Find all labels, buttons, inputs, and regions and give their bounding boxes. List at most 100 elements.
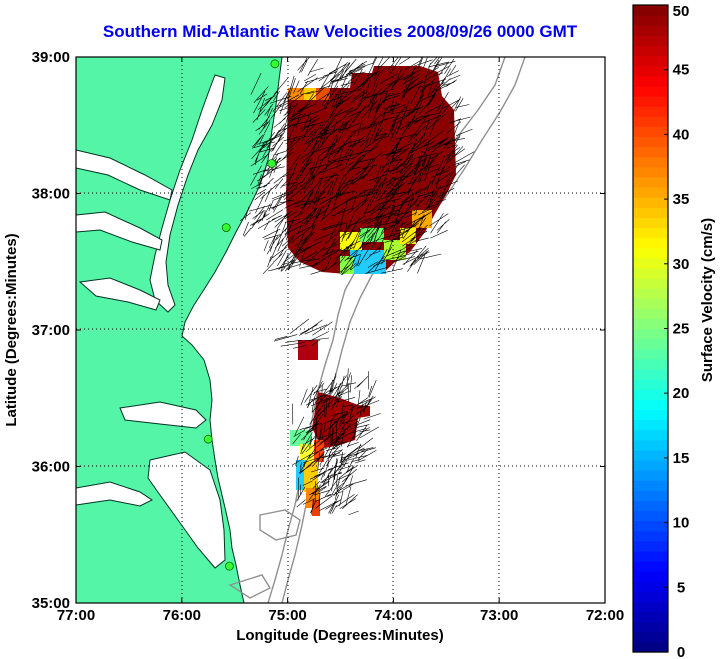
colorbar-swatch xyxy=(633,116,668,127)
y-tick-label: 35:00 xyxy=(32,595,70,612)
pamlico-sound xyxy=(147,451,226,569)
station-marker xyxy=(203,434,213,444)
colorbar-swatch xyxy=(633,186,668,198)
colorbar-swatch xyxy=(633,156,668,168)
chesapeake-bay xyxy=(149,74,226,313)
colorbar-swatch xyxy=(633,591,668,603)
colorbar-swatch xyxy=(633,227,668,239)
x-tick-label: 76:00 xyxy=(163,607,201,624)
colorbar-swatch xyxy=(633,5,668,16)
velocity-vectors-north xyxy=(239,57,475,276)
colorbar-swatch xyxy=(633,136,668,148)
colorbar-swatch xyxy=(633,328,668,340)
colorbar-swatch xyxy=(633,35,668,47)
colorbar-label: Surface Velocity (cm/s) xyxy=(699,218,716,382)
colorbar-tick-label: 35 xyxy=(673,191,690,208)
colorbar-tick-label: 15 xyxy=(673,450,690,467)
station-marker xyxy=(270,59,280,69)
y-tick-label: 39:00 xyxy=(32,49,70,66)
colorbar-swatch xyxy=(633,530,668,542)
colorbar-swatch xyxy=(633,15,668,26)
colorbar-swatch xyxy=(633,166,668,178)
colorbar-tick-label: 40 xyxy=(673,126,690,143)
colorbar-swatch xyxy=(633,611,668,623)
colorbar-swatch xyxy=(633,480,668,491)
station-marker xyxy=(221,223,231,233)
station-marker xyxy=(267,159,277,168)
land-mass xyxy=(76,57,283,603)
albemarle-sound xyxy=(119,401,207,429)
colorbar-swatch xyxy=(633,500,668,512)
colorbar-tick-label: 50 xyxy=(673,3,690,20)
y-tick-label: 37:00 xyxy=(32,322,70,339)
grid-lines xyxy=(76,57,605,603)
bay-arm-3 xyxy=(78,277,161,311)
colorbar-swatch xyxy=(633,368,668,380)
colorbar-swatch xyxy=(633,399,668,410)
colorbar-swatch xyxy=(633,621,668,633)
colorbar-swatch xyxy=(633,217,668,229)
colorbar-swatch xyxy=(633,419,668,431)
colorbar-swatch xyxy=(633,561,668,572)
colorbar-swatch xyxy=(633,338,668,350)
colorbar-swatch xyxy=(633,641,668,653)
colorbar-swatch xyxy=(633,257,668,269)
colorbar-swatch xyxy=(633,126,668,138)
colorbar-ticks: 0 5 10 15 20 25 30 35 40 45 50 xyxy=(664,3,689,659)
velocity-field-offshore xyxy=(298,340,318,360)
bay-arm-1 xyxy=(76,149,173,201)
colorbar-swatch xyxy=(633,95,668,107)
colorbar-swatch xyxy=(633,439,668,451)
colorbar-swatch xyxy=(633,176,668,188)
velocity-vectors xyxy=(292,368,381,516)
station-marker xyxy=(225,561,234,571)
colorbar-swatch xyxy=(633,550,668,562)
colorbar-swatch xyxy=(633,237,668,249)
colorbar-swatch xyxy=(633,45,668,57)
colorbar-swatch xyxy=(633,571,668,582)
colorbar-swatch xyxy=(633,288,668,299)
colorbar-swatch xyxy=(633,409,668,421)
colorbar-swatch xyxy=(633,429,668,441)
colorbar-swatch xyxy=(633,207,668,218)
colorbar-swatch xyxy=(633,490,668,501)
colorbar-swatch xyxy=(633,348,668,360)
colorbar-swatch xyxy=(633,55,668,67)
colorbar-tick-label: 0 xyxy=(677,644,685,659)
colorbar-swatch xyxy=(633,449,668,461)
colorbar-swatch xyxy=(633,65,668,77)
colorbar-swatch xyxy=(633,389,668,400)
chart-title: Southern Mid-Atlantic Raw Velocities 200… xyxy=(102,22,578,41)
colorbar-tick-label: 5 xyxy=(677,579,685,596)
y-axis-label: Latitude (Degrees:Minutes) xyxy=(3,233,20,426)
colorbar-swatch xyxy=(633,459,668,471)
colorbar-swatch xyxy=(633,106,668,117)
colorbar-swatch xyxy=(633,318,668,330)
x-tick-label: 72:00 xyxy=(586,607,624,624)
colorbar-swatch xyxy=(633,520,668,532)
colorbar-swatch xyxy=(633,540,668,552)
colorbar-swatch xyxy=(633,146,668,158)
y-axis-ticks: 35:00 36:00 37:00 38:00 39:00 xyxy=(32,49,605,612)
sound-arm xyxy=(76,481,153,507)
y-tick-label: 38:00 xyxy=(32,186,70,203)
velocity-vectors xyxy=(239,57,475,276)
x-tick-label: 73:00 xyxy=(480,607,518,624)
x-tick-label: 77:00 xyxy=(57,607,95,624)
colorbar-tick-label: 20 xyxy=(673,385,690,402)
colorbar-swatch xyxy=(633,247,668,259)
colorbar-swatch xyxy=(633,85,668,97)
colorbar-swatch xyxy=(633,277,668,289)
colorbar xyxy=(633,5,668,653)
bay-arm-2 xyxy=(76,211,163,251)
colorbar-tick-label: 25 xyxy=(673,321,690,338)
colorbar-swatch xyxy=(633,631,668,643)
colorbar-swatch xyxy=(633,25,668,36)
x-tick-label: 74:00 xyxy=(374,607,412,624)
colorbar-tick-label: 30 xyxy=(673,256,690,273)
colorbar-swatch xyxy=(633,267,668,279)
y-tick-label: 36:00 xyxy=(32,459,70,476)
colorbar-swatch xyxy=(633,581,668,592)
x-axis-ticks: 77:00 76:00 75:00 74:00 73:00 72:00 xyxy=(57,57,624,624)
